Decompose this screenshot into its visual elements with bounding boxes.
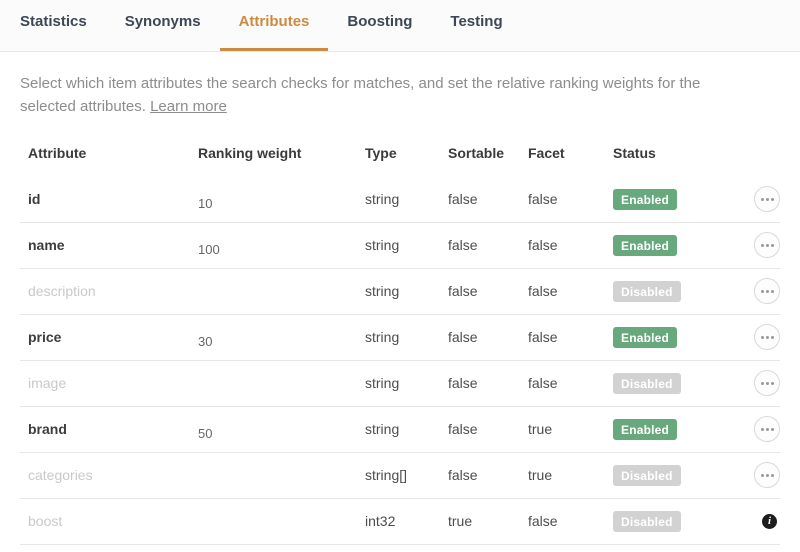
facet-value: false [528, 283, 558, 299]
sortable-value: false [448, 191, 478, 207]
sortable-value: false [448, 375, 478, 391]
table-row: boost int32 true false Disabled i [20, 499, 780, 545]
tab-bar: Statistics Synonyms Attributes Boosting … [0, 0, 800, 52]
status-badge: Enabled [613, 188, 678, 210]
column-header-ranking-weight: Ranking weight [198, 144, 302, 161]
sortable-value: false [448, 467, 478, 483]
attribute-name: price [28, 329, 62, 345]
sortable-value: true [448, 513, 473, 529]
info-icon[interactable]: i [762, 513, 777, 529]
attribute-name: brand [28, 421, 67, 437]
attributes-description: Select which item attributes the search … [20, 72, 744, 119]
attribute-name: name [28, 237, 65, 253]
table-row: description string false false Disabled [20, 269, 780, 315]
table-row: categories string[] false true Disabled [20, 453, 780, 499]
facet-value: false [528, 513, 558, 529]
tab-synonyms[interactable]: Synonyms [124, 13, 201, 30]
type-value: string [365, 375, 400, 391]
column-header-status: Status [613, 144, 656, 161]
type-value: int32 [365, 513, 396, 529]
column-header-facet: Facet [528, 144, 565, 161]
ranking-weight-value[interactable]: 30 [198, 333, 213, 349]
sortable-value: false [448, 329, 478, 345]
type-value: string [365, 283, 400, 299]
ellipsis-icon[interactable] [754, 324, 780, 350]
status-badge: Disabled [613, 510, 681, 532]
description-text: Select which item attributes the search … [20, 75, 701, 116]
facet-value: false [528, 329, 558, 345]
attribute-name: image [28, 375, 67, 391]
attributes-table: Attribute Ranking weight Type Sortable F… [20, 129, 780, 545]
type-value: string [365, 421, 400, 437]
status-badge: Disabled [613, 372, 681, 394]
table-row: id 10 string false false Enabled [20, 177, 780, 223]
learn-more-link[interactable]: Learn more [150, 98, 227, 116]
ellipsis-icon[interactable] [754, 278, 780, 304]
ellipsis-icon[interactable] [754, 370, 780, 396]
facet-value: true [528, 467, 553, 483]
tab-statistics[interactable]: Statistics [20, 13, 87, 30]
type-value: string [365, 329, 400, 345]
attribute-name: id [28, 191, 41, 207]
ellipsis-icon[interactable] [754, 186, 780, 212]
tab-boosting[interactable]: Boosting [347, 13, 413, 30]
tab-attributes[interactable]: Attributes [219, 0, 329, 51]
type-value: string [365, 237, 400, 253]
type-value: string [365, 191, 400, 207]
sortable-value: false [448, 283, 478, 299]
facet-value: true [528, 421, 553, 437]
status-badge: Enabled [613, 326, 678, 348]
facet-value: false [528, 237, 558, 253]
table-row: name 100 string false false Enabled [20, 223, 780, 269]
attribute-name: description [28, 283, 96, 299]
column-header-attribute: Attribute [28, 144, 87, 161]
ranking-weight-value[interactable]: 10 [198, 195, 213, 211]
ellipsis-icon[interactable] [754, 462, 780, 488]
table-row: brand 50 string false true Enabled [20, 407, 780, 453]
column-header-type: Type [365, 144, 397, 161]
tab-testing[interactable]: Testing [450, 13, 503, 30]
sortable-value: false [448, 237, 478, 253]
status-badge: Disabled [613, 280, 681, 302]
table-header-row: Attribute Ranking weight Type Sortable F… [20, 129, 780, 177]
facet-value: false [528, 375, 558, 391]
status-badge: Disabled [613, 464, 681, 486]
attribute-name: categories [28, 467, 93, 483]
table-row: image string false false Disabled [20, 361, 780, 407]
column-header-sortable: Sortable [448, 144, 505, 161]
attribute-name: boost [28, 513, 63, 529]
facet-value: false [528, 191, 558, 207]
status-badge: Enabled [613, 234, 678, 256]
sortable-value: false [448, 421, 478, 437]
ranking-weight-value[interactable]: 100 [198, 241, 220, 257]
status-badge: Enabled [613, 418, 678, 440]
ranking-weight-value[interactable]: 50 [198, 425, 213, 441]
type-value: string[] [365, 467, 408, 483]
ellipsis-icon[interactable] [754, 232, 780, 258]
table-row: price 30 string false false Enabled [20, 315, 780, 361]
ellipsis-icon[interactable] [754, 416, 780, 442]
